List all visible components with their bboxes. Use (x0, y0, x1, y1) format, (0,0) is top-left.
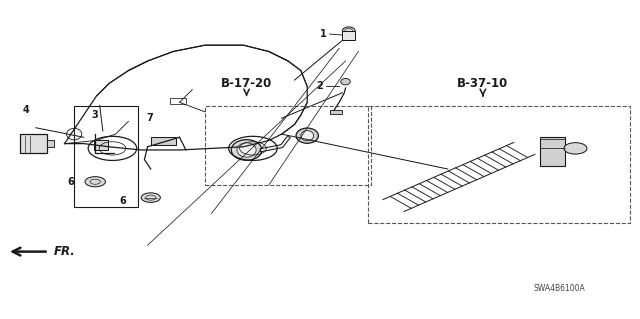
Ellipse shape (231, 140, 262, 160)
Bar (151, 137, 176, 145)
Text: 6: 6 (120, 196, 127, 206)
Ellipse shape (340, 78, 350, 85)
Text: B-37-10: B-37-10 (457, 77, 508, 90)
Ellipse shape (296, 128, 319, 143)
Ellipse shape (342, 27, 355, 35)
Bar (47, 140, 54, 147)
Text: 2: 2 (316, 81, 323, 92)
Text: SWA4B6100A: SWA4B6100A (534, 284, 586, 293)
Ellipse shape (237, 143, 256, 157)
Bar (94, 140, 108, 150)
Bar (20, 134, 47, 153)
Text: 6: 6 (68, 177, 74, 187)
Circle shape (564, 143, 587, 154)
Text: 1: 1 (319, 29, 326, 39)
Ellipse shape (301, 130, 314, 141)
Text: FR.: FR. (54, 245, 76, 258)
Bar (368, 106, 630, 223)
Bar (74, 106, 138, 207)
Text: 4: 4 (23, 105, 29, 115)
Text: 7: 7 (146, 113, 153, 123)
Bar (170, 98, 186, 104)
Bar (205, 106, 371, 185)
Bar (330, 110, 342, 115)
Bar (342, 31, 355, 41)
Text: B-17-20: B-17-20 (221, 77, 272, 90)
Text: 3: 3 (92, 110, 99, 120)
Bar (540, 137, 564, 166)
Circle shape (141, 193, 161, 202)
Circle shape (85, 177, 106, 187)
